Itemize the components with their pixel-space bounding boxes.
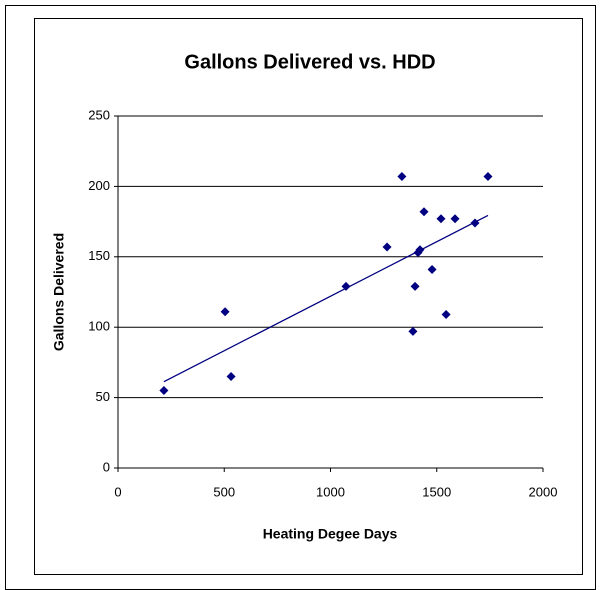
y-tick-label: 50 <box>96 389 110 404</box>
point <box>226 371 236 381</box>
x-tick-label: 0 <box>114 484 121 499</box>
point <box>382 242 392 252</box>
point <box>450 214 460 224</box>
y-tick-label: 100 <box>88 319 110 334</box>
point <box>419 207 429 217</box>
point <box>220 307 230 317</box>
point <box>408 326 418 336</box>
point <box>341 281 351 291</box>
point <box>436 214 446 224</box>
x-tick-label: 500 <box>213 484 235 499</box>
point <box>415 245 425 255</box>
x-tick-label: 2000 <box>529 484 558 499</box>
point <box>397 172 407 182</box>
x-axis-label: Heating Degee Days <box>263 526 398 542</box>
y-tick-label: 250 <box>88 107 110 122</box>
x-tick-label: 1500 <box>422 484 451 499</box>
point <box>410 281 420 291</box>
point <box>441 310 451 320</box>
point <box>470 218 480 228</box>
point <box>159 386 169 396</box>
x-tick-label: 1000 <box>316 484 345 499</box>
chart-border <box>34 18 583 575</box>
chart-title: Gallons Delivered vs. HDD <box>184 51 435 73</box>
trendline <box>163 214 489 383</box>
point <box>427 264 437 274</box>
point <box>483 172 493 182</box>
y-axis-label: Gallons Delivered <box>51 233 67 351</box>
y-tick-label: 150 <box>88 248 110 263</box>
y-tick-label: 0 <box>103 459 110 474</box>
y-tick-label: 200 <box>88 178 110 193</box>
